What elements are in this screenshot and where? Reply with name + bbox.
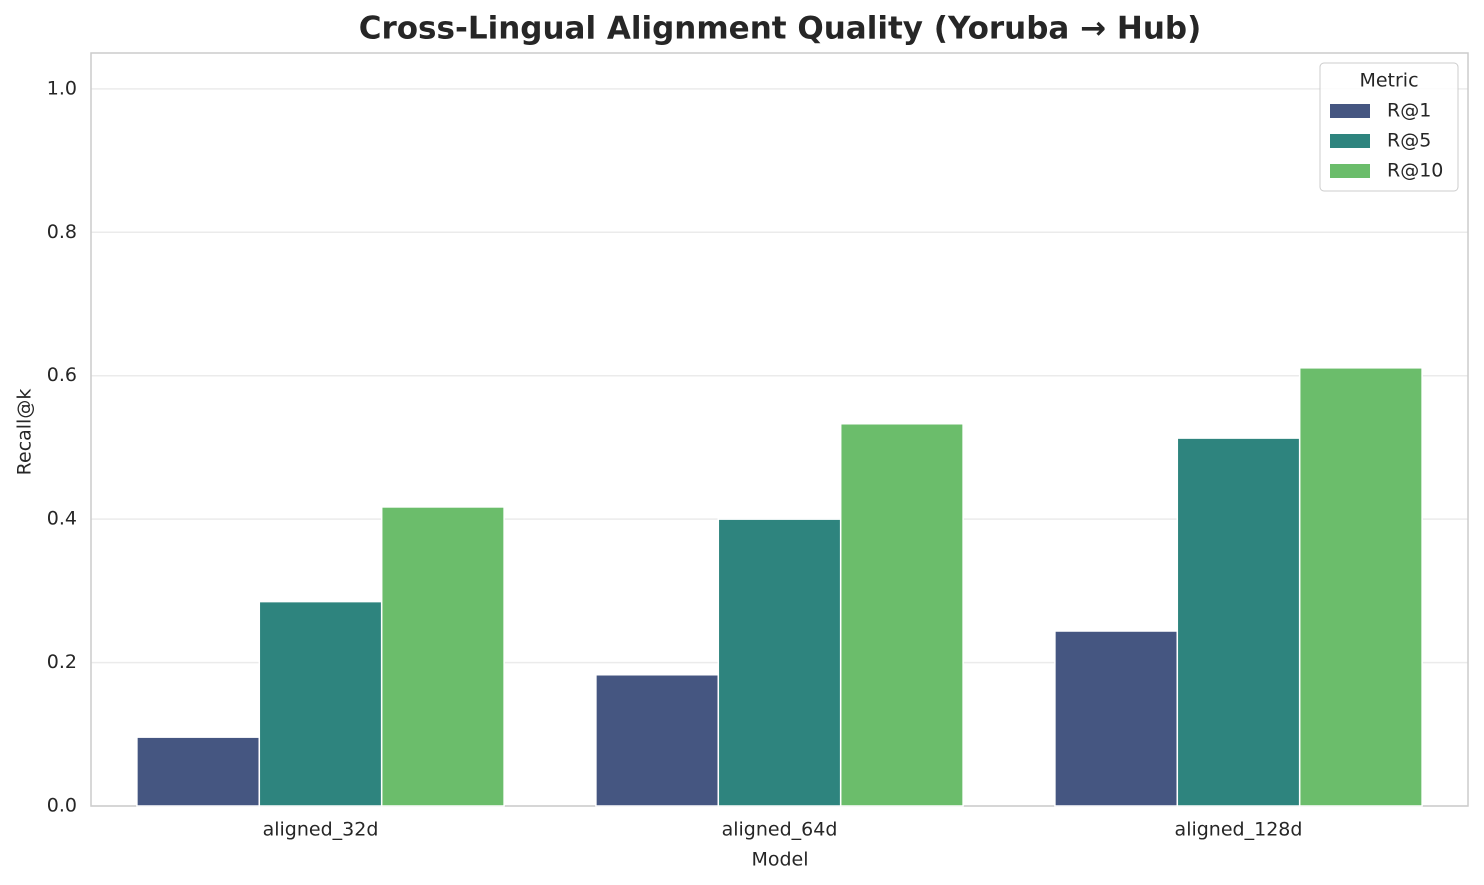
legend-label: R@10: [1387, 160, 1443, 182]
y-tick-label: 1.0: [47, 77, 77, 99]
chart-title: Cross-Lingual Alignment Quality (Yoruba …: [359, 11, 1202, 47]
legend-box: [1319, 62, 1459, 192]
legend-title: Metric: [1359, 70, 1418, 92]
bar: [839, 423, 964, 807]
bar: [1054, 630, 1179, 807]
x-tick-label: aligned_64d: [722, 819, 838, 841]
bar: [717, 518, 842, 807]
y-tick-label: 0.2: [47, 651, 77, 673]
x-axis-label: Model: [751, 849, 808, 871]
bar: [1176, 437, 1301, 807]
bar: [595, 674, 720, 807]
legend-label: R@1: [1387, 100, 1431, 122]
legend-swatch: [1330, 164, 1370, 178]
y-tick-label: 0.6: [47, 364, 77, 386]
bar: [136, 736, 261, 807]
bar: [1298, 367, 1423, 807]
legend-label: R@5: [1387, 130, 1431, 152]
y-axis-label: Recall@k: [14, 389, 36, 476]
x-tick-label: aligned_32d: [263, 819, 379, 841]
bar: [258, 600, 383, 807]
legend-swatch: [1330, 134, 1370, 148]
x-tick-label: aligned_128d: [1175, 819, 1303, 841]
bar: [380, 506, 505, 807]
y-tick-label: 0.0: [47, 795, 77, 817]
legend-swatch: [1330, 104, 1370, 118]
y-tick-label: 0.4: [47, 508, 77, 530]
y-tick-label: 0.8: [47, 221, 77, 243]
